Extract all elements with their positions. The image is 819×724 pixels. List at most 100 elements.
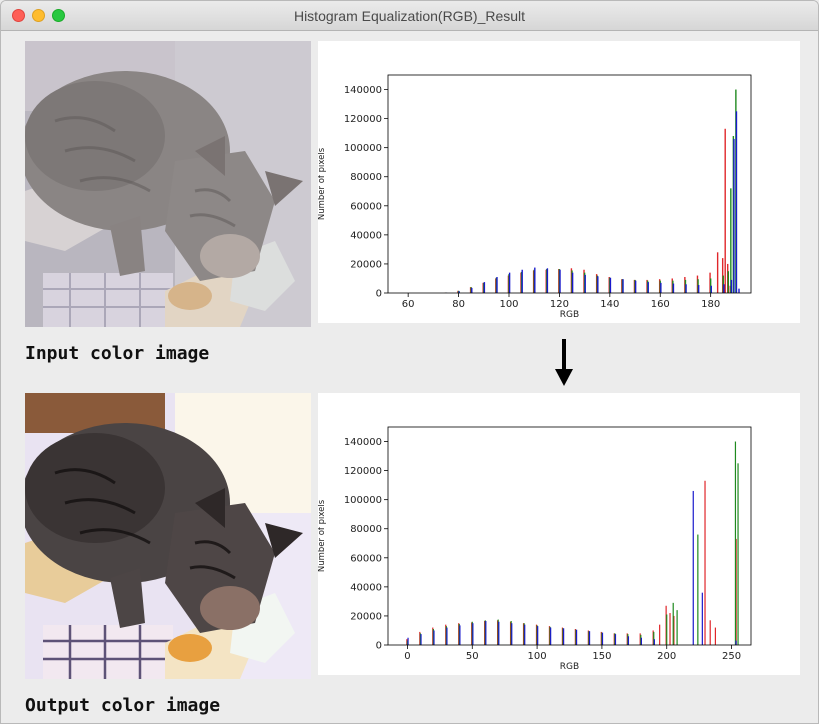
hist0-xlabel: RGB: [560, 310, 579, 320]
hist0-blue-bar-16: [647, 282, 649, 293]
hist1-green-bar-24: [734, 441, 737, 645]
hist0-axes-frame: [387, 74, 752, 294]
hist0-xtick-label-0: 60: [402, 299, 415, 310]
window-title: Histogram Equalization(RGB)_Result: [293, 8, 526, 24]
hist1-blue-bar-0: [407, 637, 409, 645]
hist1-ytick-label-6: 120000: [344, 466, 382, 477]
hist1-blue-bar-10: [537, 626, 539, 645]
hist0-ytick-label-2: 40000: [350, 230, 382, 241]
hist1-green-bar-17: [627, 634, 629, 645]
hist0-blue-bar-21: [710, 285, 712, 293]
hist1-blue-bar-4: [459, 625, 461, 645]
hist1-blue-bar-21: [701, 592, 703, 645]
zoom-icon[interactable]: [52, 9, 65, 22]
hist1-blue-bar-7: [498, 621, 500, 645]
hist1-red-bar-22: [669, 613, 671, 645]
hist0-blue-bar-15: [634, 280, 637, 293]
hist1-green-bar-5: [471, 621, 473, 645]
hist0-ylabel: Number of pixels: [318, 147, 327, 220]
hist1-blue-bar-20: [692, 490, 694, 645]
hist1-green-bar-16: [614, 633, 616, 645]
hist1-green-bar-23: [697, 534, 699, 645]
hist1-blue-bar-5: [472, 623, 474, 645]
hist0-blue-bar-22: [723, 284, 725, 293]
hist1-blue-bar-13: [575, 629, 578, 645]
hist1-ytick-label-7: 140000: [344, 437, 382, 448]
hist0-blue-bar-25: [735, 111, 738, 293]
hist1-blue-bar-6: [485, 621, 487, 645]
hist1-blue-bar-12: [563, 628, 565, 645]
hist0-blue-bar-18: [672, 283, 675, 293]
hist1-red-bar-11: [548, 626, 551, 645]
hist1-green-bar-4: [458, 623, 460, 645]
hist1-red-bar-26: [714, 627, 716, 645]
input-histogram-plot: 60 80 100 120 140 160 180 0 20000 40000 60000 80000…: [318, 74, 752, 320]
hist0-blue-bar-2: [471, 287, 473, 293]
hist0-blue-bar-19: [685, 284, 687, 293]
hist0-ytick-label-6: 120000: [344, 114, 382, 125]
hist1-red-bar-6: [484, 621, 486, 645]
hist0-ytick-label-1: 20000: [350, 259, 382, 270]
hist0-ytick-label-5: 100000: [344, 143, 382, 154]
hist1-blue-bar-18: [640, 637, 642, 645]
hist1-red-bar-14: [587, 630, 589, 645]
output-caption: Output color image: [25, 695, 221, 716]
hist0-xtick-label-5: 160: [651, 299, 670, 310]
input-image: [25, 41, 311, 327]
hist0-ytick-label-7: 140000: [344, 85, 382, 96]
hist1-blue-bar-1: [420, 634, 422, 645]
hist1-xtick-label-3: 150: [592, 651, 611, 662]
hist1-green-bar-19: [653, 631, 655, 645]
output-histogram-plot: 0 50 100 150 200 250 0 20000 40000 60000 80000 1000…: [318, 426, 752, 672]
hist1-ytick-label-3: 60000: [350, 553, 382, 564]
hist0-ytick-label-0: 0: [376, 289, 382, 300]
hist0-blue-bar-6: [521, 269, 523, 293]
hist0-blue-bar-4: [496, 277, 498, 293]
hist1-red-bar-20: [659, 624, 661, 645]
hist0-red-bar-22: [716, 252, 719, 293]
hist0-blue-bar-9: [559, 269, 561, 293]
hist0-blue-bar-26: [738, 288, 740, 293]
hist1-green-bar-22: [676, 610, 678, 645]
close-icon[interactable]: [12, 9, 25, 22]
hist0-blue-bar-14: [622, 279, 624, 293]
title-bar[interactable]: Histogram Equalization(RGB)_Result: [1, 1, 818, 31]
hist1-ytick-label-5: 100000: [344, 495, 382, 506]
output-image: [25, 393, 311, 679]
hist1-xtick-label-2: 100: [528, 651, 547, 662]
input-histogram: 60 80 100 120 140 160 180 0 20000 40000 60000 80000…: [318, 41, 800, 323]
hist1-ytick-label-1: 20000: [350, 611, 382, 622]
hist0-blue-bar-8: [546, 268, 549, 293]
hist1-blue-bar-16: [614, 634, 617, 645]
hist0-blue-bar-7: [534, 267, 536, 293]
hist1-blue-bar-19: [653, 639, 655, 645]
hist1-red-bar-25: [709, 620, 711, 645]
hist0-xtick-label-6: 180: [701, 299, 720, 310]
hist0-xtick-label-2: 100: [499, 299, 518, 310]
output-histogram: 0 50 100 150 200 250 0 20000 40000 60000 80000 1000…: [318, 393, 800, 675]
hist1-green-bar-12: [562, 628, 564, 645]
minimize-icon[interactable]: [32, 9, 45, 22]
hist1-green-bar-21: [672, 602, 674, 645]
hist0-blue-bar-24: [733, 138, 735, 293]
arrow-down-icon: [555, 339, 573, 386]
hist0-green-bar-24: [730, 188, 732, 293]
input-caption: Input color image: [25, 343, 210, 364]
hist1-axes-frame: [387, 426, 752, 646]
hist1-xtick-label-4: 200: [657, 651, 676, 662]
hist0-xtick-label-3: 120: [550, 299, 569, 310]
hist1-blue-bar-22: [735, 640, 737, 645]
hist1-green-bar-10: [536, 625, 538, 645]
hist0-blue-bar-3: [483, 282, 486, 293]
hist1-green-bar-2: [432, 629, 434, 645]
hist1-blue-bar-8: [511, 623, 513, 645]
hist1-red-bar-27: [735, 538, 737, 645]
hist0-ytick-label-4: 80000: [350, 172, 382, 183]
hist1-red-bar-3: [445, 624, 447, 645]
hist0-blue-bar-10: [571, 272, 574, 293]
hist1-xtick-label-1: 50: [466, 651, 479, 662]
hist0-blue-bar-5: [508, 272, 511, 293]
hist1-blue-bar-9: [524, 624, 526, 645]
hist0-red-bar-24: [724, 128, 726, 293]
